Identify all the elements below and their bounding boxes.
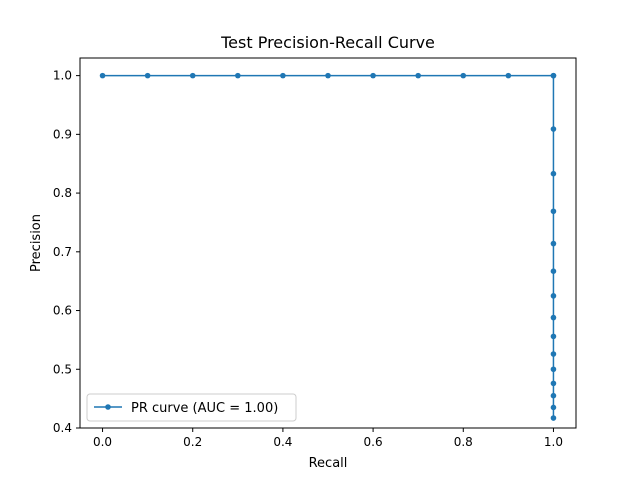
y-tick-label: 1.0	[53, 69, 72, 83]
y-axis-label: Precision	[29, 214, 44, 272]
pr-curve-point	[550, 333, 557, 340]
x-axis-label: Recall	[309, 456, 348, 471]
pr-curve-point	[325, 72, 331, 79]
plot-area	[99, 72, 557, 421]
y-tick-label: 0.7	[53, 245, 72, 259]
pr-curve-point	[505, 72, 512, 79]
y-tick-label: 0.6	[53, 304, 72, 318]
x-tick-label: 0.2	[183, 435, 202, 449]
x-tick-label: 1.0	[544, 435, 563, 449]
legend: PR curve (AUC = 1.00)	[86, 393, 297, 422]
pr-curve-point	[550, 366, 557, 373]
pr-curve-point	[550, 208, 557, 215]
pr-curve-point	[550, 72, 557, 79]
pr-curve-point	[415, 72, 421, 79]
chart-title: Test Precision-Recall Curve	[220, 33, 435, 52]
pr-curve-point	[550, 351, 557, 357]
pr-curve-point	[144, 72, 151, 79]
axes-frame	[79, 57, 577, 429]
pr-curve-point	[550, 268, 557, 274]
pr-curve-point	[550, 415, 557, 421]
x-tick-label: 0.0	[93, 435, 112, 449]
legend-marker-swatch	[105, 404, 111, 410]
pr-curve-point	[550, 170, 557, 177]
pr-curve-point	[280, 72, 286, 79]
x-tick-label: 0.6	[364, 435, 383, 449]
y-tick-label: 0.9	[53, 127, 72, 141]
y-tick-label: 0.4	[53, 421, 72, 435]
pr-curve-point	[235, 72, 241, 79]
legend-label: PR curve (AUC = 1.00)	[131, 401, 278, 416]
pr-curve-point	[550, 293, 557, 299]
pr-curve-point	[550, 404, 557, 411]
axis-ticks: 0.0 0.2 0.4 0.6 0.8 1.0 0.4 0.5 0.6 0.7 0.8 0.9 1.0	[53, 69, 563, 449]
x-tick-label: 0.4	[273, 435, 292, 449]
pr-curve-point	[189, 72, 196, 79]
pr-curve-point	[370, 72, 376, 79]
pr-curve-point	[550, 240, 557, 247]
legend-box	[86, 393, 297, 422]
pr-curve-point	[550, 126, 557, 132]
pr-curve-point	[99, 72, 106, 79]
pr-curve-point	[550, 314, 557, 321]
pr-curve-point	[550, 380, 557, 387]
pr-curve-point	[460, 72, 467, 79]
y-tick-label: 0.5	[53, 362, 72, 376]
pr-curve-point	[550, 392, 557, 399]
x-tick-label: 0.8	[454, 435, 473, 449]
y-tick-label: 0.8	[53, 186, 72, 200]
